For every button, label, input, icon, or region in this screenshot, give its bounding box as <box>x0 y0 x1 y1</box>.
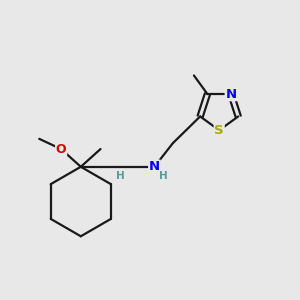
Text: O: O <box>56 142 66 156</box>
Text: N: N <box>149 160 160 173</box>
Text: H: H <box>159 171 168 181</box>
Text: S: S <box>214 124 224 137</box>
Text: H: H <box>116 171 124 181</box>
Text: N: N <box>225 88 236 100</box>
